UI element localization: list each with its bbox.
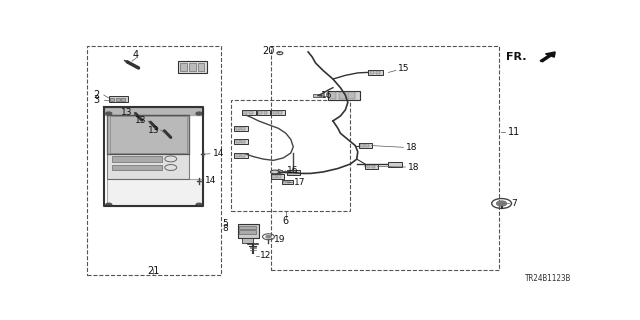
Circle shape (266, 236, 271, 238)
Bar (189, 63, 196, 71)
Bar (258, 111, 262, 114)
Bar (109, 96, 127, 102)
Bar (239, 226, 256, 229)
Bar (264, 111, 268, 114)
Bar (339, 92, 346, 99)
Circle shape (497, 201, 507, 206)
Bar (365, 144, 369, 147)
Bar (234, 126, 248, 131)
Text: 13: 13 (148, 125, 159, 135)
Bar (278, 111, 282, 114)
Bar (360, 144, 364, 147)
Text: 2: 2 (93, 90, 100, 100)
Bar (243, 111, 247, 114)
Bar (249, 111, 253, 114)
Bar (273, 175, 276, 178)
Text: 16: 16 (287, 166, 299, 175)
Text: 18: 18 (408, 163, 420, 172)
Bar (287, 171, 300, 175)
Bar (110, 116, 187, 153)
Text: 13: 13 (135, 116, 147, 125)
Bar (236, 127, 240, 130)
Bar (237, 224, 259, 238)
Bar (234, 140, 248, 144)
Bar (273, 111, 277, 114)
Bar (388, 162, 403, 166)
Text: 21: 21 (147, 266, 159, 276)
Bar (112, 165, 162, 170)
Text: 15: 15 (399, 64, 410, 73)
Text: 17: 17 (294, 178, 306, 187)
Circle shape (106, 112, 112, 115)
Text: 13: 13 (121, 108, 132, 117)
Bar (242, 238, 253, 243)
Bar (330, 92, 337, 99)
Bar (241, 154, 245, 157)
Bar (112, 156, 162, 162)
Bar (108, 154, 189, 179)
Bar (359, 143, 372, 148)
Bar (277, 175, 281, 178)
Bar (287, 181, 290, 183)
Text: 7: 7 (511, 199, 517, 209)
Text: 14: 14 (205, 176, 216, 185)
Bar (367, 165, 370, 168)
Bar (110, 98, 114, 101)
Bar (178, 60, 207, 73)
Bar (288, 172, 292, 174)
Text: TR24B1123B: TR24B1123B (525, 274, 571, 283)
Bar (241, 140, 245, 143)
Bar (239, 230, 256, 234)
Text: FR.: FR. (506, 52, 527, 62)
Text: 19: 19 (275, 235, 286, 244)
Bar (328, 91, 360, 100)
Text: 3: 3 (93, 95, 100, 106)
Circle shape (196, 203, 202, 206)
Bar (271, 110, 285, 115)
Bar (198, 63, 205, 71)
Text: 20: 20 (262, 46, 275, 56)
Circle shape (106, 203, 112, 206)
Text: 6: 6 (283, 216, 289, 226)
Bar (284, 181, 286, 183)
Bar (293, 172, 297, 174)
Bar (257, 110, 271, 115)
Ellipse shape (271, 170, 280, 174)
Text: 5: 5 (222, 219, 228, 228)
Bar (88, 46, 221, 275)
Bar (376, 71, 380, 74)
Text: 11: 11 (508, 127, 520, 137)
Bar (271, 174, 284, 179)
Bar (231, 100, 350, 211)
Text: 4: 4 (133, 50, 139, 60)
Bar (368, 70, 383, 75)
FancyArrow shape (540, 52, 555, 62)
Bar (121, 98, 125, 101)
Bar (242, 110, 255, 115)
Bar (241, 127, 245, 130)
Bar (370, 71, 374, 74)
Bar (271, 46, 499, 270)
Bar (180, 63, 187, 71)
Text: 8: 8 (222, 224, 228, 233)
Text: 16: 16 (321, 91, 332, 100)
Bar (313, 94, 321, 97)
Bar (108, 115, 189, 154)
Text: 14: 14 (213, 149, 224, 158)
Bar (108, 179, 203, 206)
Text: 12: 12 (260, 251, 271, 260)
Bar (234, 153, 248, 158)
Bar (236, 154, 240, 157)
Bar (348, 92, 355, 99)
Bar (116, 98, 120, 101)
Circle shape (196, 112, 202, 115)
Bar (372, 165, 375, 168)
Text: 18: 18 (406, 143, 418, 152)
Bar (365, 164, 378, 169)
Bar (236, 140, 240, 143)
Bar (282, 180, 292, 184)
